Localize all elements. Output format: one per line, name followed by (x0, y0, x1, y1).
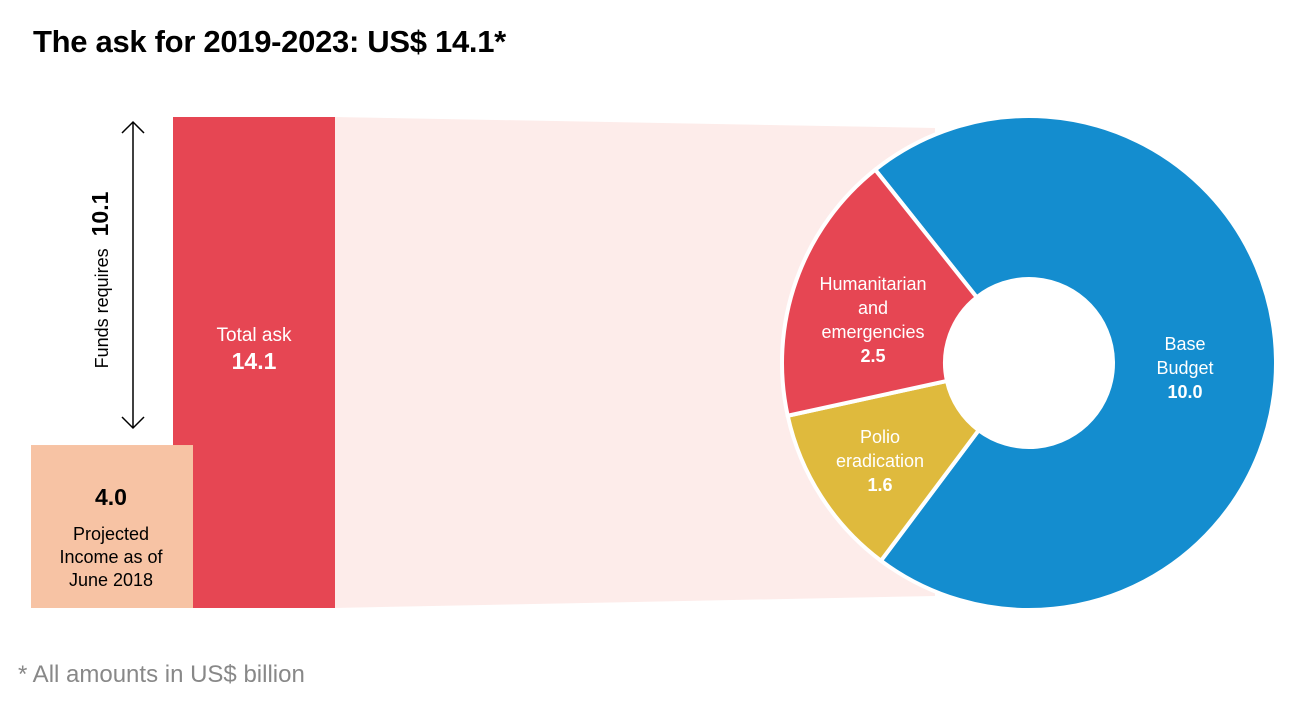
projected-income-label-line2: Income as of (59, 547, 163, 567)
polio-label-line1: Polio (860, 427, 900, 447)
projected-income-label-line1: Projected (73, 524, 149, 544)
slice-humanitarian-emergencies (780, 166, 980, 419)
projected-income-value: 4.0 (95, 484, 127, 510)
slice-base-budget (872, 114, 1278, 612)
funnel-connector (334, 117, 935, 608)
donut-chart (780, 114, 1278, 612)
polio-value: 1.6 (867, 475, 892, 495)
base-budget-value: 10.0 (1167, 382, 1202, 402)
total-ask-label: Total ask (217, 325, 292, 346)
humanitarian-label-line3: emergencies (821, 322, 924, 342)
projected-income-label-line3: June 2018 (69, 570, 153, 590)
footnote: * All amounts in US$ billion (18, 661, 305, 688)
base-budget-label-line2: Budget (1156, 358, 1213, 378)
bar-total-ask (173, 117, 335, 608)
funding-gap-arrow (121, 120, 145, 430)
humanitarian-label-line2: and (858, 298, 888, 318)
base-budget-label-line1: Base (1164, 334, 1205, 354)
humanitarian-value: 2.5 (860, 346, 885, 366)
humanitarian-label-line1: Humanitarian (819, 274, 926, 294)
slice-polio-eradication (785, 378, 982, 564)
polio-label-line2: eradication (836, 451, 924, 471)
total-ask-value: 14.1 (232, 348, 277, 374)
funds-requires-text: Funds requires (92, 248, 112, 368)
bar-projected-income (31, 445, 193, 608)
funds-requires-value: 10.1 (87, 191, 113, 236)
funds-requires-label: Funds requires 10.1 (87, 191, 113, 368)
chart-title: The ask for 2019-2023: US$ 14.1* (33, 24, 506, 59)
